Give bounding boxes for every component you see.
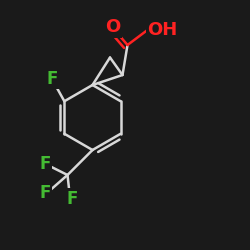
Text: F: F <box>67 190 78 208</box>
Text: O: O <box>105 18 120 36</box>
Text: F: F <box>46 70 58 88</box>
Text: F: F <box>39 155 51 173</box>
Text: OH: OH <box>148 21 178 39</box>
Text: F: F <box>39 184 51 202</box>
